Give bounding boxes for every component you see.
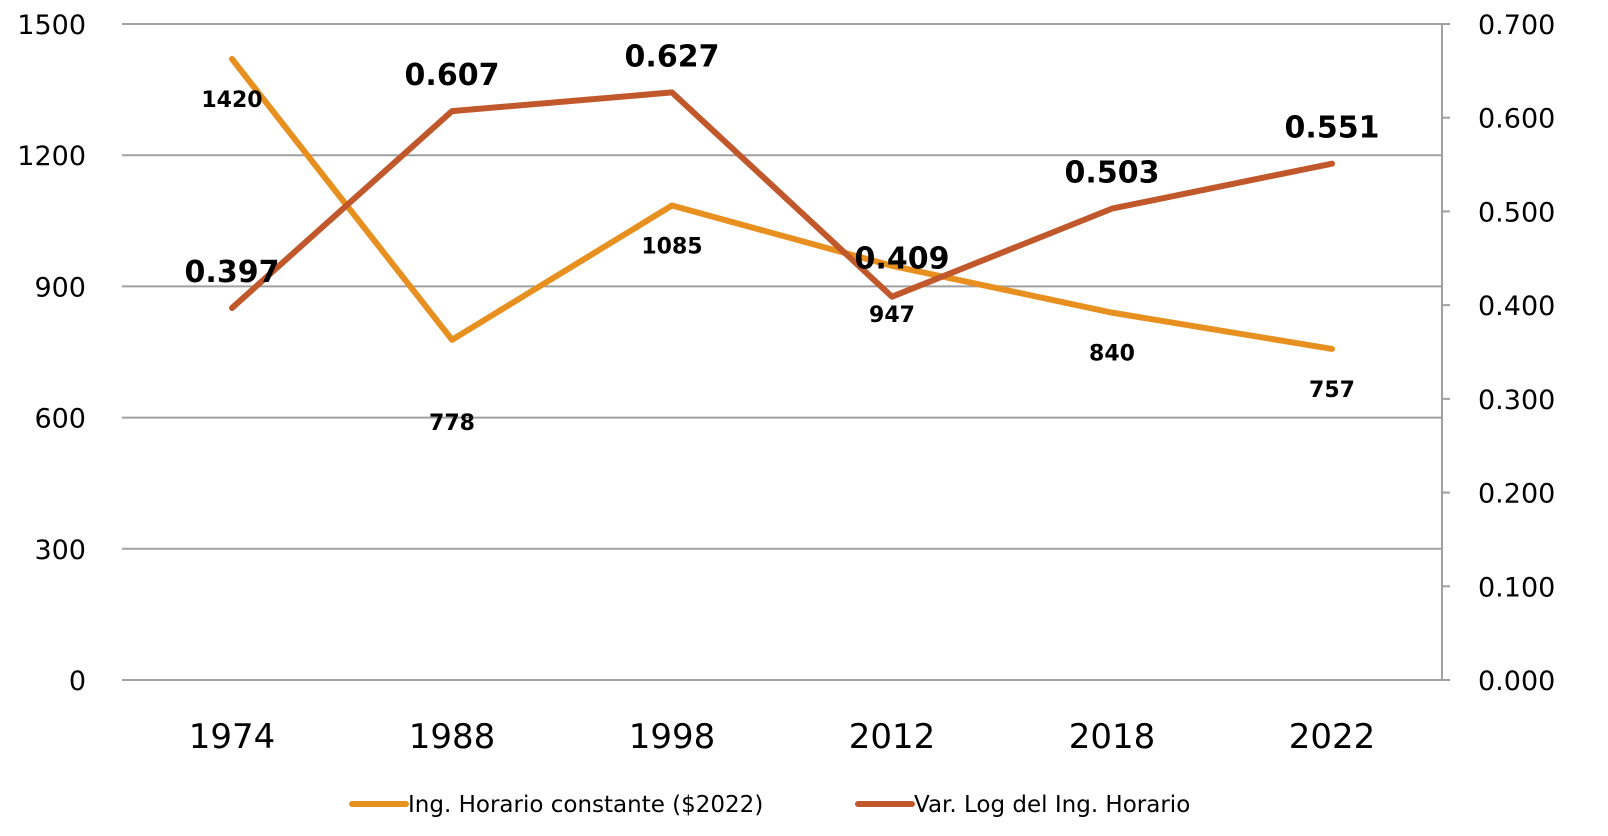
data-labels: 1420 778 1085 947 840 757 0.397 0.607 0.627 0.409… [185,39,1380,435]
data-label-ing: 947 [869,303,915,328]
y-right-tick-label: 0.500 [1478,197,1555,228]
y-right-tick-label: 0.000 [1478,666,1555,697]
y-left-tick-label: 1500 [17,10,86,41]
data-label-var: 0.607 [405,58,500,93]
x-tick-label: 1988 [409,717,496,757]
series-lines [229,55,1335,352]
left-axis-ticks: 0 300 600 900 1200 1500 [17,10,86,697]
data-label-ing: 1085 [641,234,702,259]
data-label-var: 0.397 [185,255,280,290]
y-right-tick-label: 0.300 [1478,385,1555,416]
x-tick-label: 1974 [189,717,276,757]
data-label-var: 0.409 [855,242,950,277]
series-line-var-log [229,89,1335,311]
x-tick-label: 2022 [1289,717,1376,757]
x-tick-label: 2012 [849,717,936,757]
legend-label-var-log: Var. Log del Ing. Horario [914,792,1190,818]
data-label-ing: 1420 [201,88,262,113]
x-tick-label: 1998 [629,717,716,757]
y-left-tick-label: 1200 [17,141,86,172]
legend-label-ing-horario: Ing. Horario constante ($2022) [408,792,763,818]
y-right-tick-label: 0.700 [1478,10,1555,41]
legend: Ing. Horario constante ($2022) Var. Log d… [349,792,1190,818]
y-left-tick-label: 0 [69,666,86,697]
y-left-tick-label: 900 [34,272,86,303]
data-label-ing: 757 [1309,378,1355,403]
x-tick-label: 2018 [1069,717,1156,757]
gridlines [122,23,1442,681]
data-label-ing: 840 [1089,342,1135,367]
x-axis-ticks: 1974 1988 1998 2012 2018 2022 [189,717,1376,757]
data-label-var: 0.627 [625,39,720,74]
series-line-ing-horario [229,55,1335,352]
y-left-tick-label: 600 [34,404,86,435]
y-right-tick-label: 0.200 [1478,479,1555,510]
data-label-var: 0.503 [1065,156,1160,191]
right-axis-ticks: 0.000 0.100 0.200 0.300 0.400 0.500 0.600 0.700 [1442,10,1555,697]
y-right-tick-label: 0.400 [1478,291,1555,322]
y-right-tick-label: 0.600 [1478,104,1555,135]
y-right-tick-label: 0.100 [1478,572,1555,603]
data-label-var: 0.551 [1285,111,1380,146]
y-left-tick-label: 300 [34,535,86,566]
data-label-ing: 778 [429,411,475,436]
